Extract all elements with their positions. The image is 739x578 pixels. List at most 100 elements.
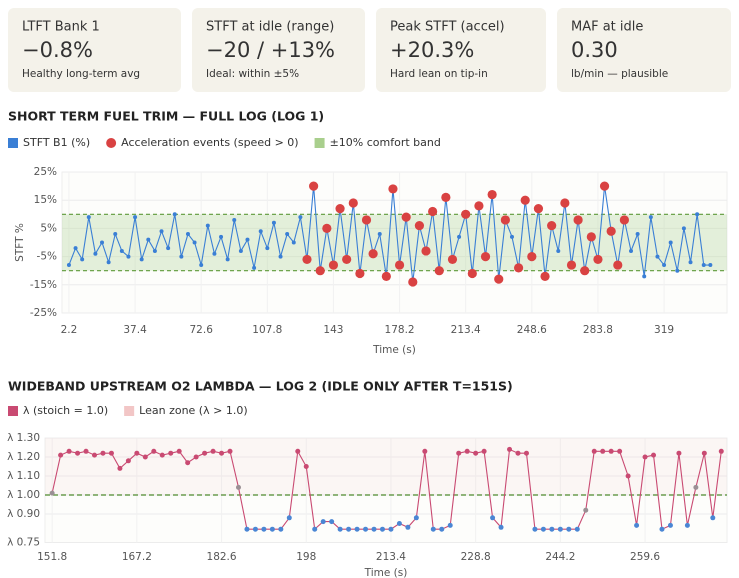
event-marker (487, 189, 497, 200)
point-marker (708, 263, 713, 268)
x-tick-label: 259.6 (630, 551, 660, 563)
point-marker (245, 237, 250, 242)
point-marker (498, 524, 504, 530)
point-marker (303, 464, 309, 469)
point-marker (662, 263, 667, 268)
point-marker (219, 450, 225, 456)
point-marker (642, 274, 647, 279)
point-marker (93, 251, 98, 256)
point-marker (117, 465, 123, 471)
point-marker (642, 454, 648, 460)
point-marker (75, 450, 81, 456)
point-marker (159, 452, 165, 458)
event-marker (355, 268, 365, 279)
point-marker (515, 450, 521, 456)
event-marker (580, 266, 590, 276)
x-tick-label: 213.4 (451, 324, 481, 336)
point-marker (574, 526, 580, 532)
point-marker (456, 450, 462, 456)
point-marker (142, 454, 148, 460)
point-marker (219, 234, 224, 239)
x-tick-label: 283.8 (583, 324, 613, 336)
point-marker (439, 526, 445, 532)
point-marker (675, 268, 680, 273)
point-marker (286, 515, 292, 521)
x-tick-label: 72.6 (190, 324, 214, 336)
point-marker (688, 260, 693, 265)
kpi-note: Ideal: within ±5% (206, 68, 299, 80)
point-marker (668, 240, 673, 245)
x-tick-label: 182.6 (207, 551, 237, 563)
point-marker (205, 223, 210, 228)
y-tick-label: λ 0.75 (7, 537, 40, 549)
point-marker (473, 450, 479, 456)
event-marker (428, 206, 438, 217)
event-marker (560, 198, 570, 208)
point-marker (238, 248, 243, 253)
legend-swatch (314, 138, 325, 148)
point-marker (295, 448, 301, 454)
x-tick-label: 143 (323, 324, 343, 336)
event-marker (467, 268, 477, 279)
kpi-card (557, 8, 731, 92)
point-marker (291, 240, 296, 245)
point-marker (58, 452, 64, 458)
point-marker (371, 526, 377, 532)
point-marker (212, 251, 217, 256)
event-marker (513, 263, 524, 273)
event-marker (348, 198, 358, 208)
event-marker (613, 260, 623, 270)
x-tick-label: 37.4 (123, 324, 147, 336)
x-tick-label: 244.2 (545, 551, 575, 563)
point-marker (556, 248, 561, 253)
event-marker (368, 249, 378, 259)
point-marker (232, 217, 237, 222)
x-axis-label: Time (s) (372, 344, 416, 356)
event-marker (315, 266, 325, 276)
y-tick-label: λ 0.90 (7, 508, 40, 520)
point-marker (125, 458, 131, 464)
point-marker (701, 263, 706, 268)
kpi-label: LTFT Bank 1 (22, 20, 100, 35)
point-marker (298, 215, 303, 220)
point-marker (113, 232, 118, 237)
event-marker (619, 215, 629, 225)
point-marker (549, 526, 555, 532)
point-marker (244, 526, 250, 532)
event-marker (322, 223, 332, 233)
point-marker (106, 260, 111, 265)
point-marker (176, 448, 182, 454)
point-marker (151, 448, 157, 454)
event-marker (414, 220, 425, 231)
x-tick-label: 167.2 (122, 551, 152, 563)
event-marker (401, 212, 411, 222)
event-marker (461, 209, 471, 219)
point-marker (337, 526, 343, 532)
event-marker (361, 215, 372, 225)
series-line (68, 186, 711, 283)
legend-label: ±10% comfort band (330, 136, 441, 149)
kpi-label: MAF at idle (571, 20, 643, 35)
point-marker (202, 450, 208, 456)
point-marker (134, 450, 140, 456)
point-marker (507, 446, 513, 452)
x-tick-label: 151.8 (37, 551, 67, 563)
point-marker (591, 448, 597, 454)
plot-area (44, 437, 728, 543)
y-tick-label: -15% (30, 279, 57, 291)
point-marker (608, 448, 614, 454)
point-marker (83, 448, 89, 454)
point-marker (464, 448, 470, 454)
y-tick-label: λ 1.30 (7, 432, 40, 444)
event-marker (494, 274, 504, 284)
point-marker (651, 452, 657, 458)
point-marker (80, 257, 85, 262)
point-marker (600, 448, 606, 454)
point-marker (252, 265, 257, 270)
legend-label: Acceleration events (speed > 0) (121, 136, 298, 149)
event-marker (474, 201, 484, 211)
event-marker (309, 181, 319, 191)
plot-area (61, 171, 728, 314)
y-tick-label: λ 1.20 (7, 451, 40, 463)
point-marker (430, 526, 436, 532)
